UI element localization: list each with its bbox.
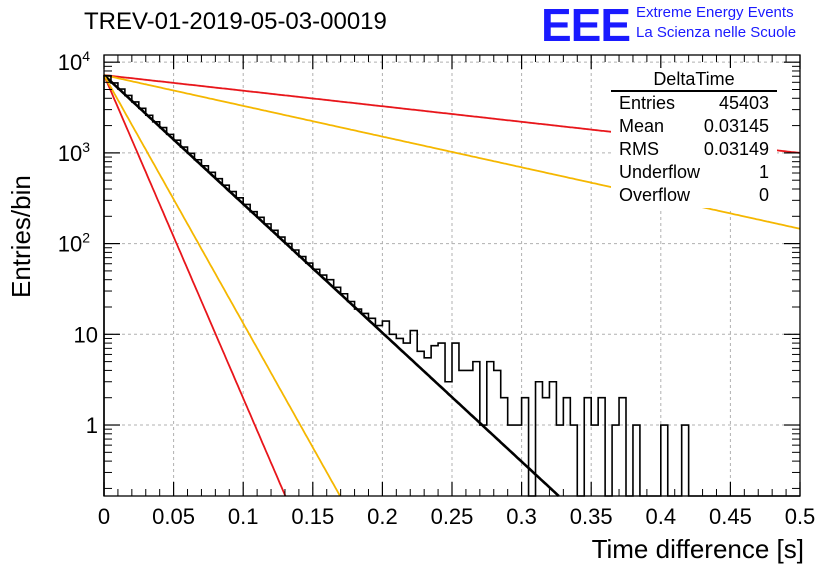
stats-value: 0.03149 — [703, 139, 769, 159]
logo-subtitle-1: Extreme Energy Events — [636, 4, 794, 21]
x-tick-label: 0.35 — [570, 504, 613, 529]
stats-box: DeltaTime Entries 45403 Mean 0.03145 RMS… — [611, 68, 777, 208]
logo-subtitle-2: La Scienza nelle Scuole — [636, 24, 797, 41]
chart-title: TREV-01-2019-05-03-00019 — [84, 8, 387, 35]
eee-logo: EEE — [541, 0, 631, 51]
stats-divider — [611, 90, 777, 92]
reference-line — [103, 74, 287, 497]
y-axis-label: Entries/bin — [6, 175, 36, 298]
x-tick-label: 0.3 — [506, 504, 537, 529]
y-tick-label: 10 — [74, 322, 98, 347]
stats-label: Mean — [619, 116, 665, 136]
stats-label: RMS — [619, 139, 659, 159]
stats-value: 45403 — [718, 93, 769, 113]
x-tick-label: 0.1 — [228, 504, 259, 529]
x-axis-label: Time difference [s] — [591, 534, 804, 564]
stats-label: Overflow — [619, 185, 691, 205]
stats-title: DeltaTime — [653, 69, 735, 89]
x-tick-label: 0.45 — [709, 504, 752, 529]
stats-label: Underflow — [619, 162, 701, 182]
stats-value: 0.03145 — [703, 116, 769, 136]
x-tick-label: 0.05 — [152, 504, 195, 529]
y-tick-label: 104 — [58, 48, 90, 75]
x-tick-label: 0.25 — [431, 504, 474, 529]
y-tick-label: 102 — [58, 230, 90, 257]
stats-label: Entries — [619, 93, 676, 113]
reference-line — [103, 74, 341, 497]
stats-value: 1 — [758, 162, 769, 182]
x-tick-label: 0.2 — [367, 504, 398, 529]
x-tick-label: 0 — [98, 504, 110, 529]
stats-row-rms: RMS 0.03149 — [619, 139, 769, 161]
tick-labels: 0 0.05 0.1 0.15 0.2 0.25 0.3 0.35 0.4 0.45 0.51101… — [58, 48, 816, 529]
stats-value: 0 — [758, 185, 769, 205]
x-tick-label: 0.5 — [785, 504, 816, 529]
y-tick-label: 103 — [58, 139, 90, 166]
stats-row-overflow: Overflow 0 — [619, 185, 769, 207]
stats-row-underflow: Underflow 1 — [619, 162, 769, 184]
y-tick-label: 1 — [86, 413, 98, 438]
fit-line — [103, 74, 560, 497]
stats-row-entries: Entries 45403 — [619, 93, 769, 115]
stats-row-mean: Mean 0.03145 — [619, 116, 769, 138]
x-tick-label: 0.4 — [646, 504, 677, 529]
x-tick-label: 0.15 — [291, 504, 334, 529]
axis-ticks — [103, 55, 801, 496]
